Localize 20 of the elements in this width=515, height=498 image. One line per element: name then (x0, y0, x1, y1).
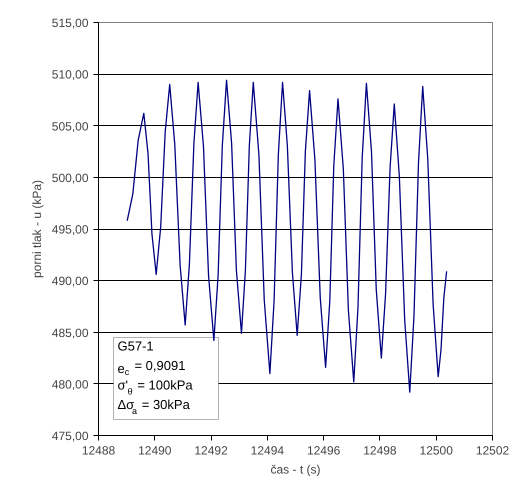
x-tick-label: 12490 (138, 444, 172, 458)
y-tick-label: 495,00 (52, 222, 89, 236)
y-tick-label: 515,00 (52, 16, 89, 30)
x-tick-label: 12502 (476, 444, 510, 458)
annotation: G57-1 (118, 338, 154, 354)
y-tick-label: 505,00 (52, 119, 89, 134)
x-axis-title: čas - t (s) (270, 462, 321, 476)
y-tick-label: 485,00 (52, 326, 89, 340)
x-tick-label: 12492 (194, 444, 228, 458)
y-tick-label: 500,00 (52, 170, 89, 185)
y-tick-label: 510,00 (52, 68, 89, 82)
x-tick-label: 12496 (306, 444, 341, 458)
y-tick-label: 475,00 (52, 429, 89, 443)
x-tick-label: 12498 (363, 444, 397, 458)
y-tick-label: 480,00 (52, 377, 89, 392)
x-tick-label: 12494 (250, 444, 284, 458)
y-tick-label: 490,00 (52, 274, 89, 288)
x-tick-label: 12500 (420, 444, 454, 458)
x-tick-label: 12488 (82, 444, 116, 458)
y-axis-title: porni tlak - u (kPa) (30, 180, 44, 278)
